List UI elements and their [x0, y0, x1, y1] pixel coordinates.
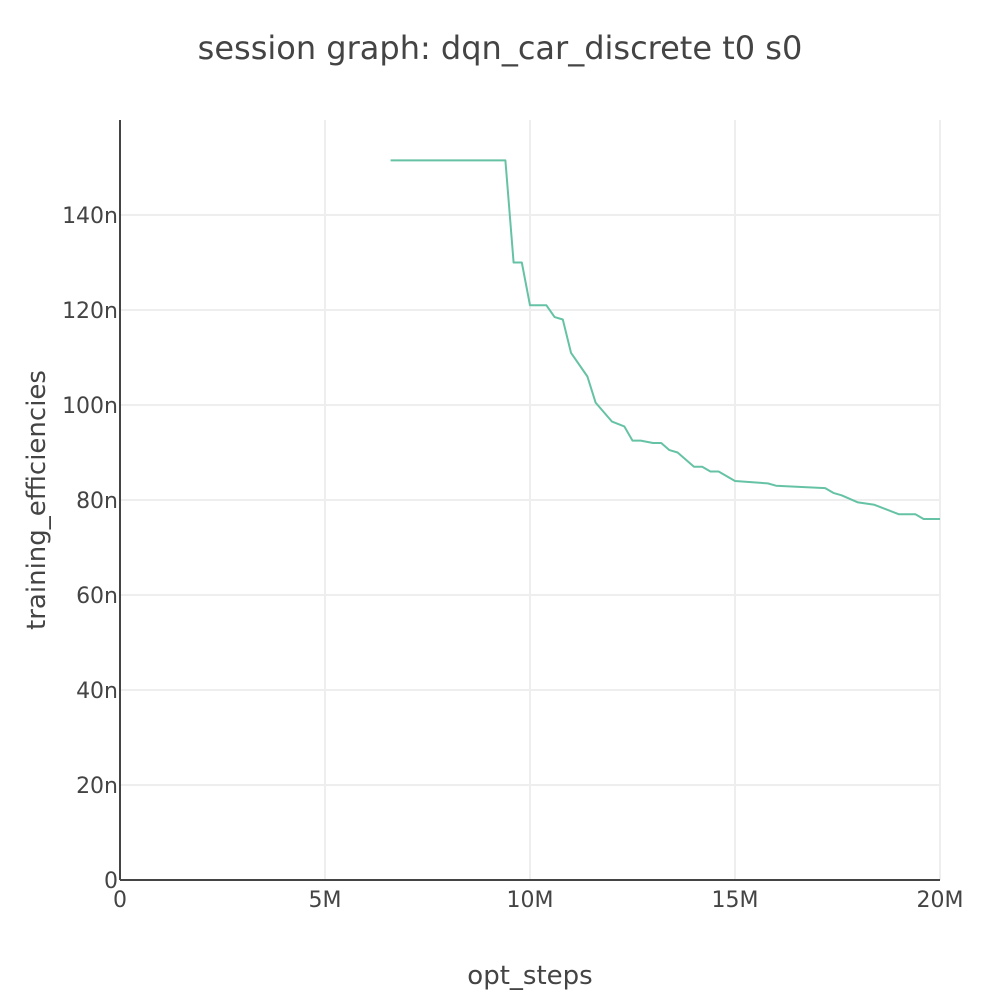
- x-tick-label: 20M: [917, 888, 964, 913]
- x-tick-label: 0: [113, 888, 127, 913]
- chart-title: session graph: dqn_car_discrete t0 s0: [198, 29, 803, 67]
- x-tick-label: 10M: [507, 888, 554, 913]
- y-tick-label: 60n: [76, 584, 118, 609]
- y-tick-label: 100n: [62, 394, 118, 419]
- y-tick-labels: 0 20n 40n 60n 80n 100n 120n 140n: [62, 204, 118, 894]
- y-tick-label: 120n: [62, 299, 118, 324]
- x-axis-title: opt_steps: [467, 961, 592, 991]
- y-axis-title: training_efficiencies: [22, 370, 52, 630]
- series-line: [390, 159, 940, 520]
- y-tick-label: 80n: [76, 489, 118, 514]
- y-tick-label: 40n: [76, 679, 118, 704]
- x-tick-labels: 0 5M 10M 15M 20M: [113, 888, 963, 913]
- x-tick-label: 15M: [712, 888, 759, 913]
- x-tick-label: 5M: [309, 888, 342, 913]
- series-layer: [390, 159, 940, 520]
- y-tick-label: 140n: [62, 204, 118, 229]
- y-tick-label: 0: [104, 869, 118, 894]
- y-tick-label: 20n: [76, 774, 118, 799]
- y-gridlines: [120, 214, 940, 786]
